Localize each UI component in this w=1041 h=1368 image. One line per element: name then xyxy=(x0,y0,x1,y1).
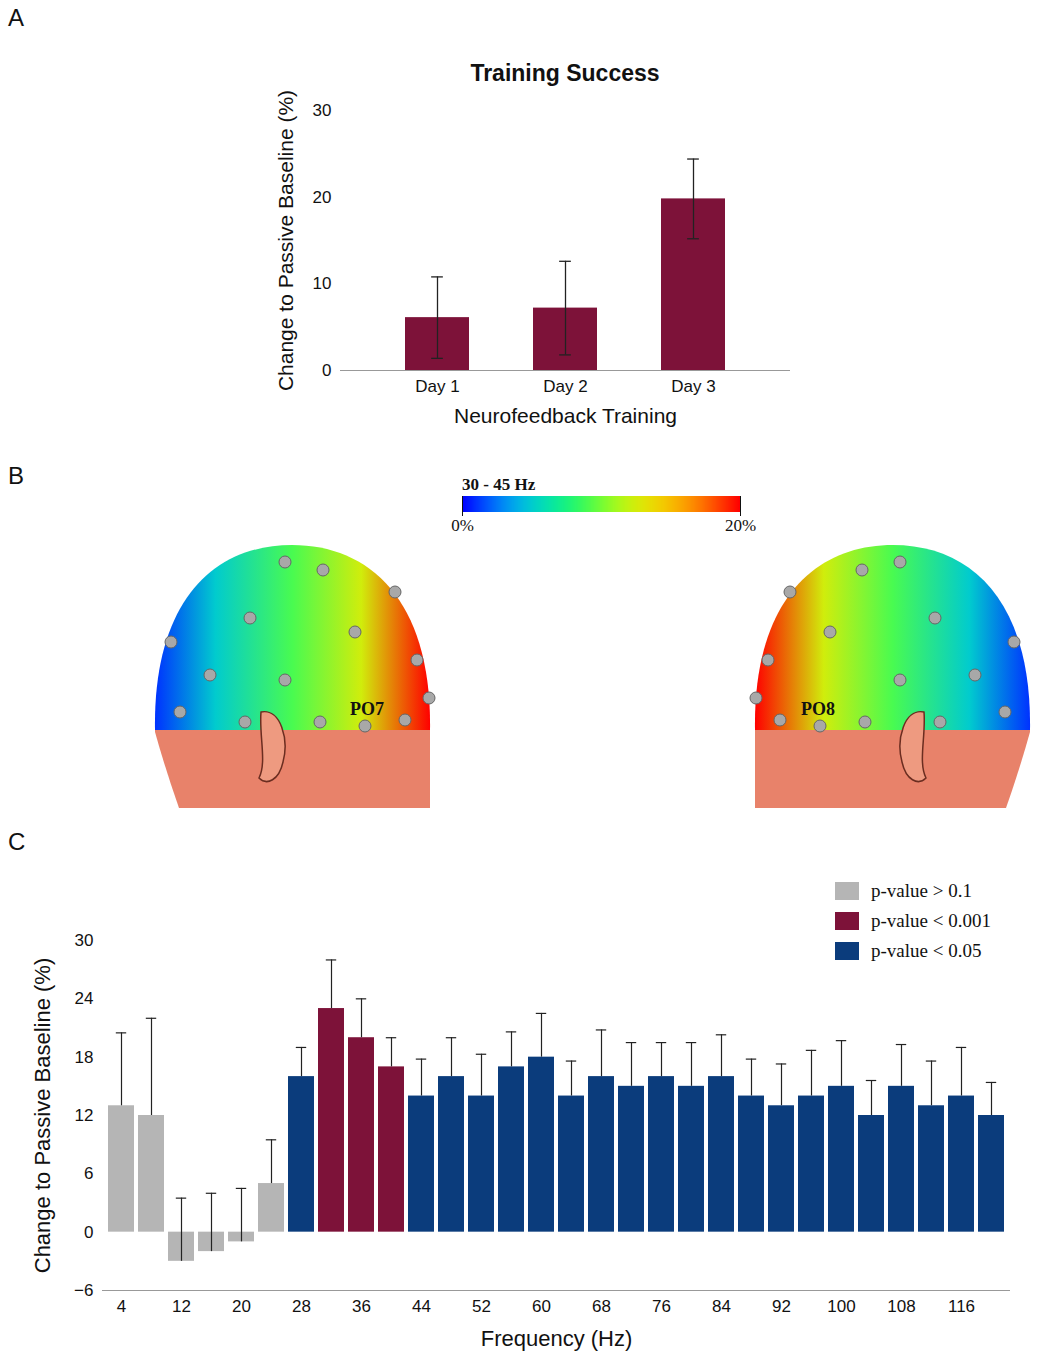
svg-text:100: 100 xyxy=(827,1297,855,1316)
svg-text:0: 0 xyxy=(322,361,331,380)
html-text:p-value > 0.1: p-value > 0.1 xyxy=(871,880,972,901)
html-text:p-value < 0.001: p-value < 0.001 xyxy=(871,910,991,931)
svg-text:PO8: PO8 xyxy=(801,699,835,719)
svg-text:24: 24 xyxy=(75,989,94,1008)
svg-text:6: 6 xyxy=(84,1164,93,1183)
svg-text:44: 44 xyxy=(412,1297,431,1316)
svg-text:60: 60 xyxy=(532,1297,551,1316)
svg-text:0: 0 xyxy=(84,1223,93,1242)
svg-text:Change to Passive Baseline (%): Change to Passive Baseline (%) xyxy=(274,90,297,391)
svg-text:10: 10 xyxy=(313,274,332,293)
svg-text:30 - 45 Hz: 30 - 45 Hz xyxy=(462,475,536,494)
svg-text:20: 20 xyxy=(313,188,332,207)
svg-text:108: 108 xyxy=(887,1297,915,1316)
svg-text:76: 76 xyxy=(652,1297,671,1316)
svg-text:Frequency (Hz): Frequency (Hz) xyxy=(481,1326,633,1351)
svg-text:84: 84 xyxy=(712,1297,731,1316)
svg-text:18: 18 xyxy=(75,1048,94,1067)
svg-text:52: 52 xyxy=(472,1297,491,1316)
svg-text:−6: −6 xyxy=(74,1281,93,1300)
svg-text:12: 12 xyxy=(75,1106,94,1125)
svg-text:Neurofeedback Training: Neurofeedback Training xyxy=(454,404,677,427)
svg-text:12: 12 xyxy=(172,1297,191,1316)
svg-text:PO7: PO7 xyxy=(350,699,384,719)
svg-text:Day 3: Day 3 xyxy=(671,377,715,396)
svg-text:36: 36 xyxy=(352,1297,371,1316)
svg-text:68: 68 xyxy=(592,1297,611,1316)
svg-text:Day 2: Day 2 xyxy=(543,377,587,396)
svg-text:116: 116 xyxy=(948,1297,975,1316)
svg-text:20: 20 xyxy=(232,1297,251,1316)
svg-text:92: 92 xyxy=(772,1297,791,1316)
svg-text:20%: 20% xyxy=(725,516,756,535)
html-text:C: C xyxy=(8,828,26,855)
svg-text:4: 4 xyxy=(117,1297,126,1316)
svg-text:Day 1: Day 1 xyxy=(415,377,459,396)
svg-text:0%: 0% xyxy=(451,516,474,535)
html-text:p-value < 0.05: p-value < 0.05 xyxy=(871,940,982,961)
svg-text:30: 30 xyxy=(75,931,94,950)
svg-text:30: 30 xyxy=(313,101,332,120)
html-text:A: A xyxy=(8,4,24,31)
html-text:Training Success: Training Success xyxy=(470,60,660,86)
svg-text:28: 28 xyxy=(292,1297,311,1316)
svg-text:Change to Passive Baseline (%): Change to Passive Baseline (%) xyxy=(30,958,55,1274)
html-text:B: B xyxy=(8,462,24,489)
